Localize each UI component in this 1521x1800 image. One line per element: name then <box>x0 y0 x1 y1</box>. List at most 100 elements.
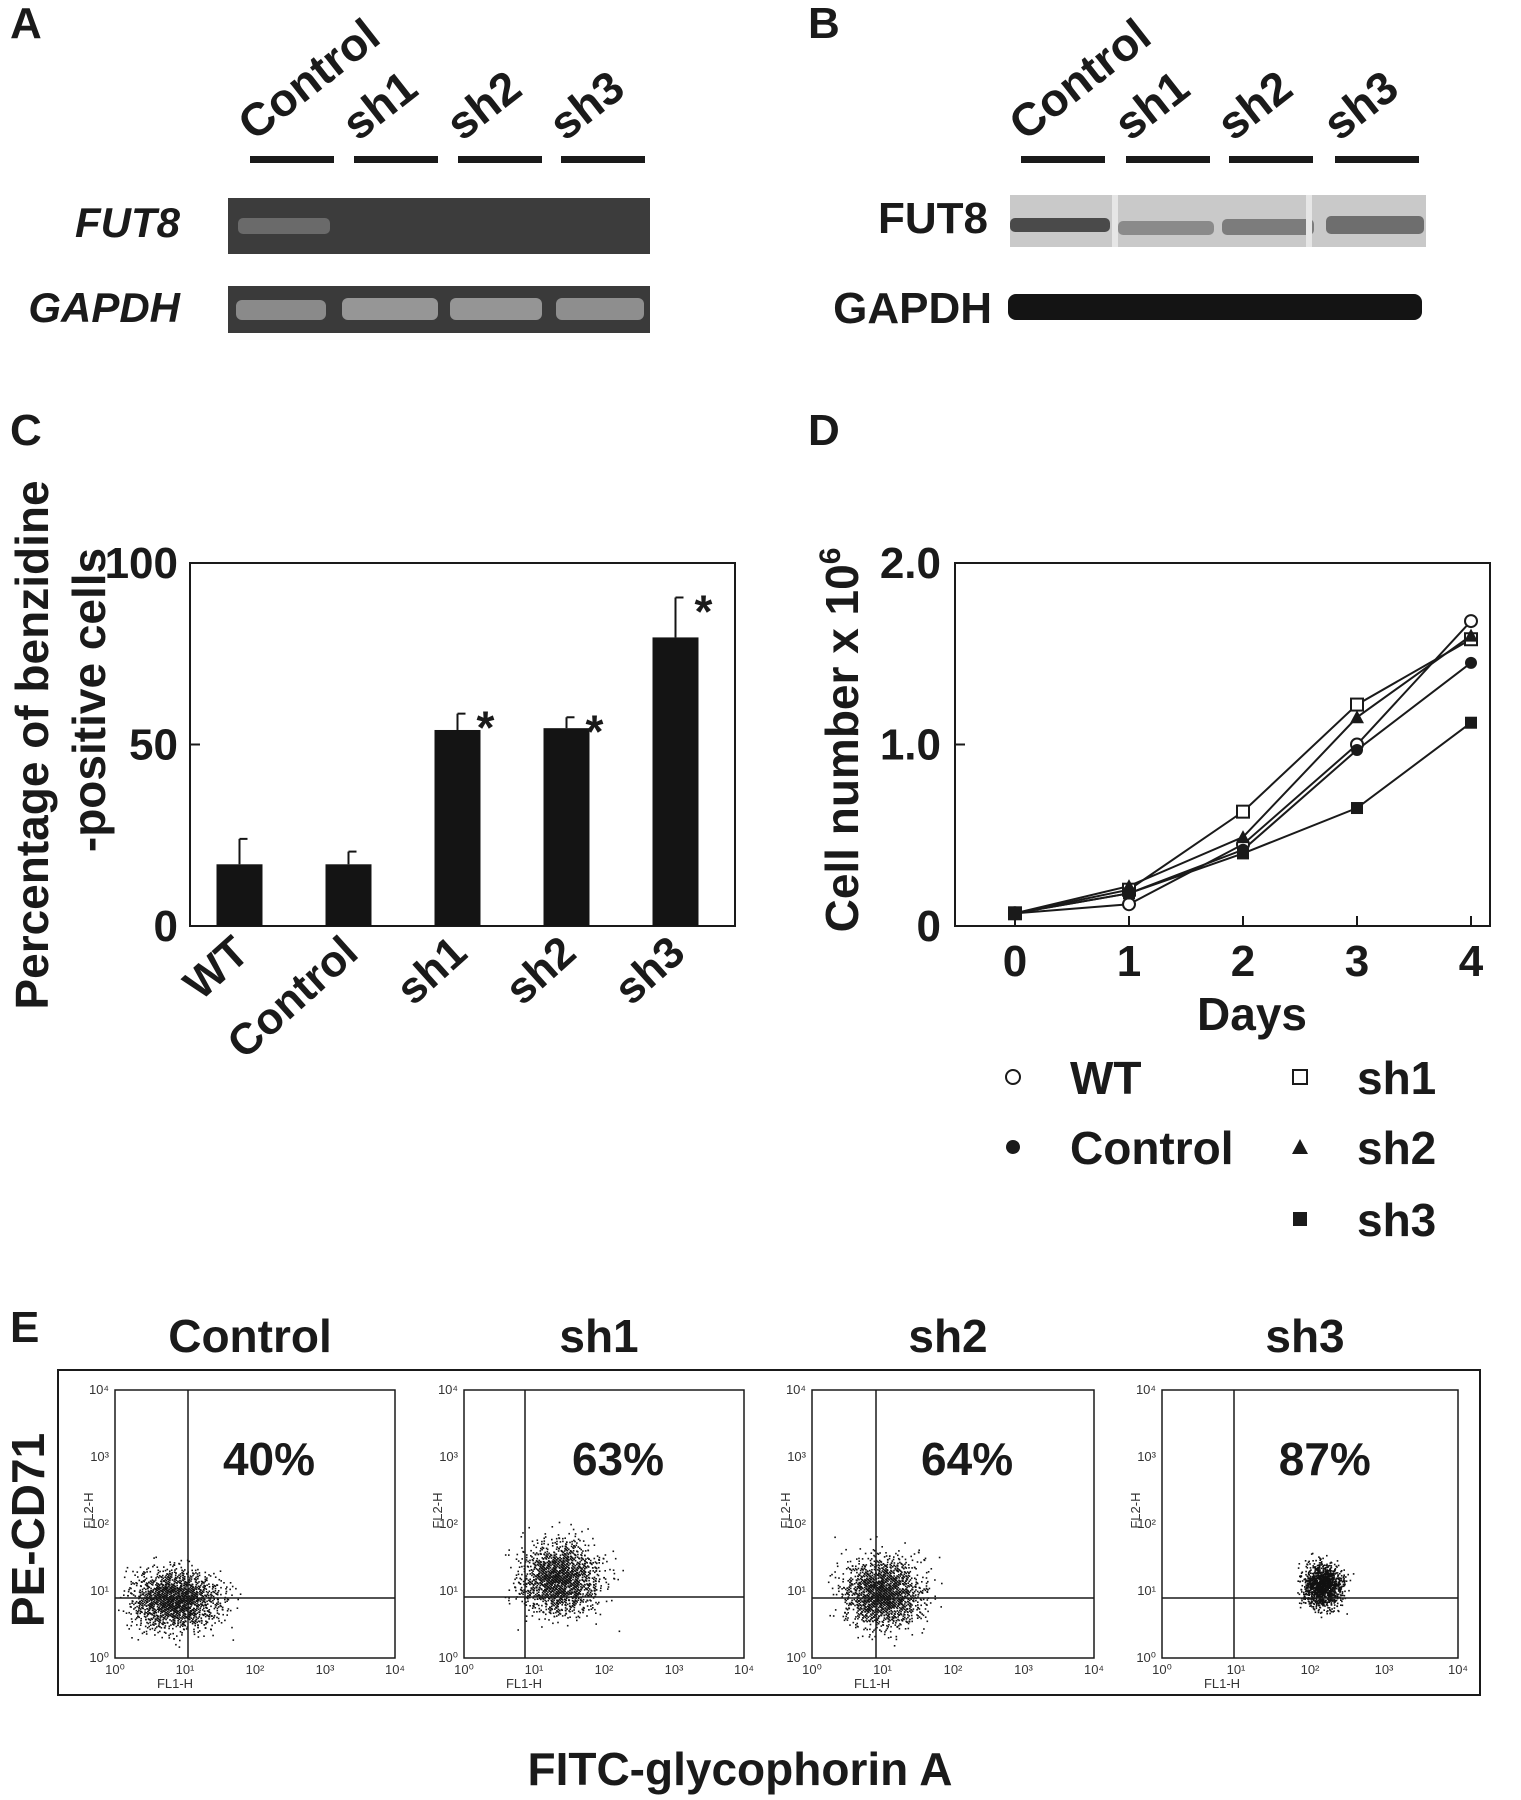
panel-e-event-dot <box>886 1617 888 1619</box>
panel-e-event-dot <box>550 1599 552 1602</box>
panel-e-event-dot <box>862 1609 865 1612</box>
panel-e-event-dot <box>561 1599 564 1601</box>
panel-e-event-dot <box>202 1605 205 1607</box>
panel-e-event-dot <box>844 1593 847 1596</box>
panel-e-event-dot <box>190 1578 193 1580</box>
panel-e-event-dot <box>563 1555 566 1557</box>
panel-e-event-dot <box>147 1611 149 1613</box>
panel-e-event-dot <box>165 1632 167 1634</box>
panel-e-event-dot <box>170 1594 172 1596</box>
panel-e-event-dot <box>172 1623 174 1625</box>
panel-e-event-dot <box>572 1571 574 1573</box>
panel-e-event-dot <box>886 1584 888 1587</box>
panel-e-event-dot <box>544 1586 546 1588</box>
panel-e-event-dot <box>546 1564 549 1567</box>
panel-e-event-dot <box>130 1613 132 1615</box>
panel-e-event-dot <box>543 1577 546 1580</box>
panel-e-event-dot <box>541 1548 543 1551</box>
panel-e-event-dot <box>529 1589 532 1592</box>
panel-e-event-dot <box>871 1638 874 1641</box>
panel-e-event-dot <box>571 1551 573 1553</box>
panel-e-event-dot <box>538 1607 541 1610</box>
panel-e-event-dot <box>183 1621 185 1624</box>
panel-e-event-dot <box>857 1578 859 1580</box>
panel-d-plot-frame <box>954 562 1491 927</box>
panel-e-event-dot <box>863 1589 866 1591</box>
panel-e-event-dot <box>897 1581 899 1583</box>
panel-e-event-dot <box>865 1579 867 1582</box>
panel-e-event-dot <box>540 1564 542 1566</box>
panel-e-event-dot <box>563 1550 566 1552</box>
panel-e-event-dot <box>150 1601 153 1604</box>
panel-e-event-dot <box>161 1608 163 1611</box>
panel-e-event-dot <box>864 1578 866 1581</box>
panel-e-event-dot <box>189 1586 192 1589</box>
panel-e-event-dot <box>587 1571 590 1573</box>
panel-e-event-dot <box>876 1584 879 1587</box>
panel-e-event-dot <box>563 1565 566 1568</box>
panel-c-xtick-label: sh2 <box>496 927 585 1014</box>
panel-e-event-dot <box>575 1616 578 1619</box>
panel-e-event-dot <box>591 1604 594 1606</box>
panel-e-event-dot <box>612 1550 615 1553</box>
panel-e-event-dot <box>566 1608 568 1610</box>
panel-e-event-dot <box>214 1585 217 1587</box>
panel-e-event-dot <box>872 1589 875 1591</box>
panel-e-event-dot <box>170 1620 173 1622</box>
panel-e-event-dot <box>522 1532 524 1534</box>
panel-e-event-dot <box>179 1609 181 1612</box>
panel-e-event-dot <box>587 1590 590 1592</box>
panel-e-event-dot <box>200 1622 203 1624</box>
panel-e-event-dot <box>175 1609 177 1611</box>
panel-e-event-dot <box>577 1594 579 1596</box>
panel-e-event-dot <box>528 1569 531 1572</box>
panel-e-event-dot <box>164 1585 166 1588</box>
panel-e-event-dot <box>927 1580 929 1583</box>
panel-e-event-dot <box>543 1564 545 1566</box>
panel-e-event-dot <box>583 1575 586 1578</box>
panel-e-event-dot <box>160 1627 163 1629</box>
panel-e-event-dot <box>192 1590 194 1593</box>
panel-e-event-dot <box>870 1613 872 1615</box>
panel-e-event-dot <box>545 1613 547 1616</box>
panel-e-event-dot <box>160 1610 163 1613</box>
panel-e-event-dot <box>156 1582 158 1584</box>
panel-e-event-dot <box>546 1585 549 1588</box>
panel-e-event-dot <box>201 1592 203 1595</box>
panel-e-event-dot <box>587 1549 590 1552</box>
panel-e-event-dot <box>201 1581 203 1583</box>
panel-e-event-dot <box>545 1584 547 1586</box>
panel-e-event-dot <box>231 1626 233 1629</box>
panel-e-event-dot <box>168 1584 171 1586</box>
panel-e-event-dot <box>885 1565 888 1568</box>
panel-e-event-dot <box>882 1589 885 1592</box>
panel-e-event-dot <box>603 1576 605 1579</box>
panel-e-event-dot <box>193 1616 195 1619</box>
panel-e-event-dot <box>162 1577 165 1580</box>
panel-e-event-dot <box>180 1610 183 1613</box>
panel-e-event-dot <box>156 1619 159 1622</box>
panel-e-event-dot <box>853 1569 856 1572</box>
panel-e-event-dot <box>215 1592 217 1595</box>
panel-e-event-dot <box>561 1564 564 1566</box>
panel-e-event-dot <box>580 1573 583 1575</box>
panel-e-event-dot <box>557 1550 560 1552</box>
panel-e-event-dot <box>857 1567 860 1570</box>
panel-e-event-dot <box>850 1585 852 1587</box>
panel-e-event-dot <box>539 1581 541 1584</box>
panel-e-event-dot <box>562 1583 564 1585</box>
panel-e-event-dot <box>532 1597 534 1599</box>
panel-e-event-dot <box>206 1610 209 1612</box>
panel-e-event-dot <box>194 1581 197 1583</box>
panel-e-event-dot <box>157 1631 159 1634</box>
panel-a-gapdh-band-control <box>236 300 326 320</box>
panel-e-event-dot <box>196 1595 198 1598</box>
panel-e-event-dot <box>581 1576 584 1579</box>
panel-e-event-dot <box>579 1583 582 1585</box>
panel-e-event-dot <box>519 1577 521 1580</box>
panel-e-event-dot <box>904 1585 907 1588</box>
panel-e-event-dot <box>856 1571 858 1574</box>
panel-e-event-dot <box>891 1591 893 1594</box>
panel-e-event-dot <box>576 1585 579 1587</box>
panel-e-event-dot <box>850 1590 852 1593</box>
